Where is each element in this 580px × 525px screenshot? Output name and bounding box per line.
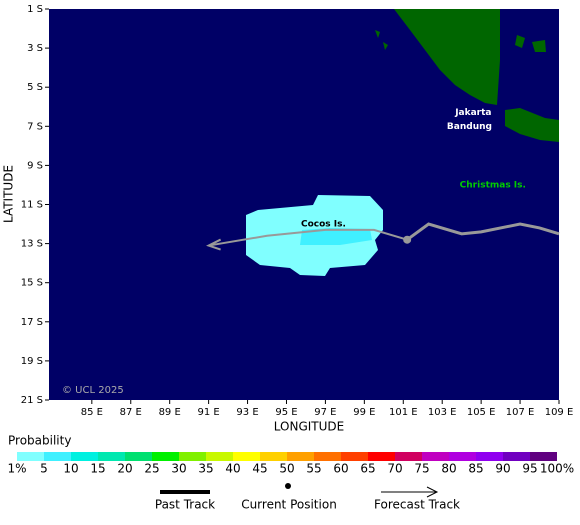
colorbar-cell xyxy=(152,452,179,461)
colorbar-label: 15 xyxy=(90,462,105,476)
y-axis-title: LATITUDE xyxy=(2,165,16,223)
colorbar-label: 45 xyxy=(252,462,267,476)
colorbar-cell xyxy=(206,452,233,461)
probability-swath xyxy=(300,228,372,245)
x-tick-label: 85 E xyxy=(81,407,103,418)
colorbar-cell xyxy=(125,452,152,461)
forecast-arrowhead xyxy=(206,238,222,251)
colorbar-label: 30 xyxy=(171,462,186,476)
colorbar-label: 40 xyxy=(225,462,240,476)
colorbar-cell xyxy=(476,452,503,461)
place-label: Cocos Is. xyxy=(301,220,346,230)
x-tick-label: 99 E xyxy=(353,407,375,418)
colorbar-cell xyxy=(449,452,476,461)
x-tick-label: 105 E xyxy=(467,407,496,418)
legend-forecast: Forecast Track xyxy=(374,498,460,512)
forecast-track xyxy=(208,228,408,247)
place-label: Bandung xyxy=(447,122,492,132)
x-tick-label: 101 E xyxy=(389,407,418,418)
y-tick-label: 19 S xyxy=(21,356,43,367)
colorbar-cell xyxy=(422,452,449,461)
credit: © UCL 2025 xyxy=(62,385,124,396)
colorbar-cell xyxy=(233,452,260,461)
x-tick-label: 87 E xyxy=(120,407,142,418)
y-tick-label: 13 S xyxy=(21,239,43,250)
x-tick-label: 89 E xyxy=(159,407,181,418)
colorbar-cell xyxy=(179,452,206,461)
legend-current-symbol xyxy=(285,483,291,489)
land xyxy=(394,9,500,105)
x-tick-label: 93 E xyxy=(236,407,258,418)
x-tick-label: 91 E xyxy=(198,407,220,418)
x-axis-title: LONGITUDE xyxy=(274,420,344,434)
y-tick-label: 7 S xyxy=(27,121,43,132)
place-label: Christmas Is. xyxy=(460,180,526,190)
place-label: Jakarta xyxy=(454,108,491,118)
colorbar-cell xyxy=(44,452,71,461)
colorbar-cell xyxy=(71,452,98,461)
colorbar-label: 90 xyxy=(495,462,510,476)
colorbar-label: 85 xyxy=(468,462,483,476)
past-track xyxy=(406,222,560,241)
colorbar-label: 80 xyxy=(441,462,456,476)
y-tick-label: 9 S xyxy=(27,160,43,171)
y-tick-label: 11 S xyxy=(21,200,43,211)
colorbar-cell xyxy=(98,452,125,461)
colorbar-label: 75 xyxy=(414,462,429,476)
colorbar-cell xyxy=(314,452,341,461)
colorbar-label: 95 xyxy=(522,462,537,476)
x-tick-label: 95 E xyxy=(275,407,297,418)
colorbar-label: 50 xyxy=(279,462,294,476)
map xyxy=(375,9,559,142)
x-tick-label: 107 E xyxy=(506,407,535,418)
y-tick-label: 21 S xyxy=(21,395,43,406)
colorbar-cell xyxy=(530,452,557,461)
colorbar-label: 25 xyxy=(144,462,159,476)
current-position xyxy=(403,235,412,244)
colorbar-cell xyxy=(260,452,287,461)
legend-past: Past Track xyxy=(155,498,215,512)
colorbar-label: 1% xyxy=(7,462,26,476)
y-tick-label: 1 S xyxy=(27,4,43,15)
colorbar-cell xyxy=(503,452,530,461)
colorbar-label: 5 xyxy=(40,462,48,476)
colorbar-label: 60 xyxy=(333,462,348,476)
colorbar-cell xyxy=(17,452,44,461)
colorbar-label: 65 xyxy=(360,462,375,476)
colorbar-label: 35 xyxy=(198,462,213,476)
colorbar-label: 100% xyxy=(540,462,574,476)
x-tick-label: 97 E xyxy=(314,407,336,418)
colorbar-label: 10 xyxy=(63,462,78,476)
legend-title: Probability xyxy=(8,434,71,448)
colorbar-label: 70 xyxy=(387,462,402,476)
y-tick-label: 17 S xyxy=(21,317,43,328)
x-tick-label: 109 E xyxy=(545,407,574,418)
colorbar-cell xyxy=(395,452,422,461)
y-tick-label: 3 S xyxy=(27,43,43,54)
y-tick-label: 15 S xyxy=(21,278,43,289)
x-tick-label: 103 E xyxy=(428,407,457,418)
colorbar-label: 20 xyxy=(117,462,132,476)
colorbar-cell xyxy=(341,452,368,461)
colorbar-cell xyxy=(287,452,314,461)
colorbar-label: 55 xyxy=(306,462,321,476)
legend-forecast-symbol xyxy=(381,486,439,498)
land xyxy=(505,108,559,142)
y-tick-label: 5 S xyxy=(27,82,43,93)
legend-current: Current Position xyxy=(241,498,337,512)
colorbar-cell xyxy=(368,452,395,461)
